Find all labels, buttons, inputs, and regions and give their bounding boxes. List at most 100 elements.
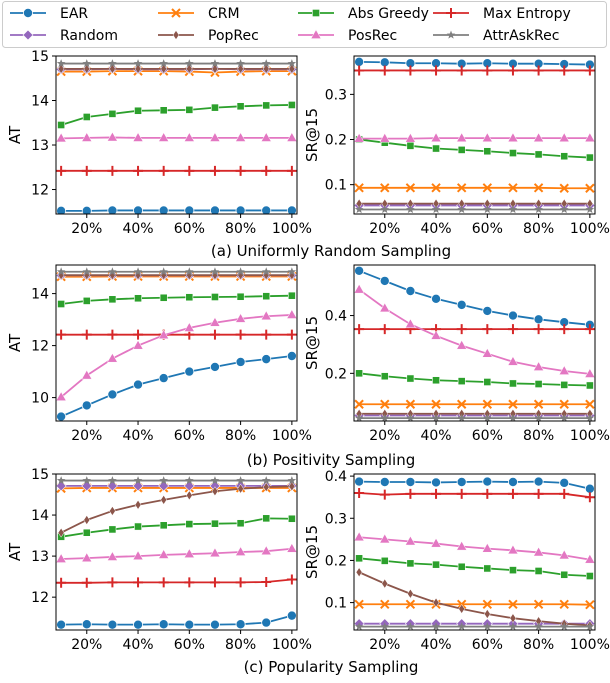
y-tick-label: 0.4	[325, 309, 347, 325]
data-point-max-entropy	[235, 165, 246, 176]
data-point-attraskrec	[133, 59, 143, 68]
data-point-ear	[235, 205, 246, 214]
x-tick-label: 100%	[272, 428, 312, 444]
data-point-ear	[379, 477, 390, 488]
data-point-max-entropy	[133, 329, 144, 340]
caption-a: (a) Uniformly Random Sampling	[211, 242, 451, 260]
y-tick-label: 13	[31, 549, 49, 565]
y-axis-label: SR@15	[303, 525, 321, 579]
data-point-posrec	[235, 313, 247, 323]
data-point-ear	[133, 619, 144, 630]
y-tick-label: 15	[31, 49, 49, 65]
data-point-abs-greedy	[134, 294, 142, 303]
y-axis-label: SR@15	[303, 108, 321, 162]
data-point-attraskrec	[508, 204, 518, 214]
data-point-posrec	[209, 132, 221, 142]
data-point-crm	[559, 399, 569, 409]
data-point-max-entropy	[354, 65, 365, 76]
data-point-crm	[380, 599, 390, 609]
series-attraskrec	[354, 622, 595, 630]
series-line-posrec	[61, 136, 292, 140]
data-point-max-entropy	[456, 488, 467, 499]
plot-area	[354, 56, 595, 214]
data-point-attraskrec	[380, 413, 390, 421]
data-point-ear	[354, 476, 365, 487]
data-point-ear	[431, 293, 442, 304]
series-posrec	[56, 543, 297, 563]
data-point-max-entropy	[559, 65, 570, 76]
series-posrec	[354, 132, 595, 143]
data-point-posrec	[354, 132, 365, 143]
data-point-attraskrec	[380, 622, 390, 630]
data-point-posrec	[533, 132, 545, 143]
data-point-abs-greedy	[262, 514, 271, 523]
y-tick-label: 0.3	[325, 511, 347, 527]
data-point-posrec	[430, 537, 442, 548]
y-tick-label: 0.4	[325, 469, 347, 485]
data-point-poprec	[288, 63, 296, 74]
y-tick-label: 0.1	[325, 596, 347, 612]
data-point-poprec	[160, 494, 167, 505]
data-point-max-entropy	[584, 492, 595, 503]
data-point-attraskrec	[56, 59, 66, 68]
data-point-ear	[184, 619, 195, 630]
series-line-max-entropy	[359, 492, 590, 499]
series-line-ear	[359, 60, 590, 66]
data-point-max-entropy	[456, 324, 467, 335]
data-point-ear	[56, 619, 67, 630]
series-line-poprec	[358, 571, 590, 627]
series-abs-greedy	[57, 291, 296, 308]
y-tick-label: 13	[31, 138, 49, 154]
data-point-poprec	[211, 486, 219, 497]
data-point-posrec	[507, 356, 519, 366]
data-point-poprec	[458, 603, 465, 614]
data-point-ear	[133, 205, 144, 214]
data-point-posrec	[132, 339, 144, 350]
data-point-attraskrec	[261, 267, 271, 276]
data-point-attraskrec	[585, 622, 595, 630]
series-max-entropy	[56, 574, 297, 588]
data-point-poprec	[109, 63, 116, 74]
data-point-ear	[184, 205, 195, 214]
series-ear	[56, 350, 297, 421]
data-point-attraskrec	[185, 476, 194, 485]
data-point-attraskrec	[457, 204, 466, 214]
data-point-attraskrec	[431, 622, 441, 630]
data-point-max-entropy	[584, 65, 595, 76]
data-point-abs-greedy	[185, 520, 194, 528]
series-posrec	[354, 283, 595, 378]
data-point-crm	[482, 183, 493, 193]
data-point-attraskrec	[483, 413, 492, 421]
data-point-posrec	[56, 391, 67, 401]
series-line-abs-greedy	[60, 517, 292, 538]
y-axis-label: AT	[6, 125, 24, 144]
data-point-max-entropy	[456, 65, 467, 76]
data-point-abs-greedy	[432, 144, 440, 153]
data-point-abs-greedy	[457, 562, 466, 571]
data-point-posrec	[456, 540, 468, 551]
data-point-poprec	[355, 567, 363, 578]
data-point-poprec	[262, 63, 270, 74]
panels: 12 13 14 15 20% 40% 60% 80% 100% AT 0.1 0.2 0.3 20% 40…	[6, 49, 610, 653]
legend-item-attraskrec: AttrAskRec	[433, 28, 559, 44]
data-point-abs-greedy	[82, 113, 91, 121]
data-point-ear	[133, 379, 144, 390]
data-point-abs-greedy	[585, 153, 594, 162]
data-point-crm	[559, 599, 569, 609]
data-point-crm	[482, 399, 493, 409]
legend-marker-crm	[171, 8, 181, 18]
data-point-ear	[482, 476, 493, 487]
data-point-attraskrec	[210, 267, 220, 276]
data-point-ear	[158, 619, 169, 630]
data-point-ear	[81, 205, 92, 214]
data-point-posrec	[507, 544, 519, 555]
data-point-abs-greedy	[509, 566, 517, 575]
x-tick-label: 80%	[523, 637, 554, 653]
data-point-max-entropy	[533, 65, 544, 76]
data-point-ear	[158, 205, 169, 214]
legend-marker-poprec	[172, 30, 180, 40]
data-point-abs-greedy	[262, 101, 271, 110]
caption-b: (b) Positivity Sampling	[247, 451, 416, 469]
data-point-ear	[107, 619, 118, 630]
